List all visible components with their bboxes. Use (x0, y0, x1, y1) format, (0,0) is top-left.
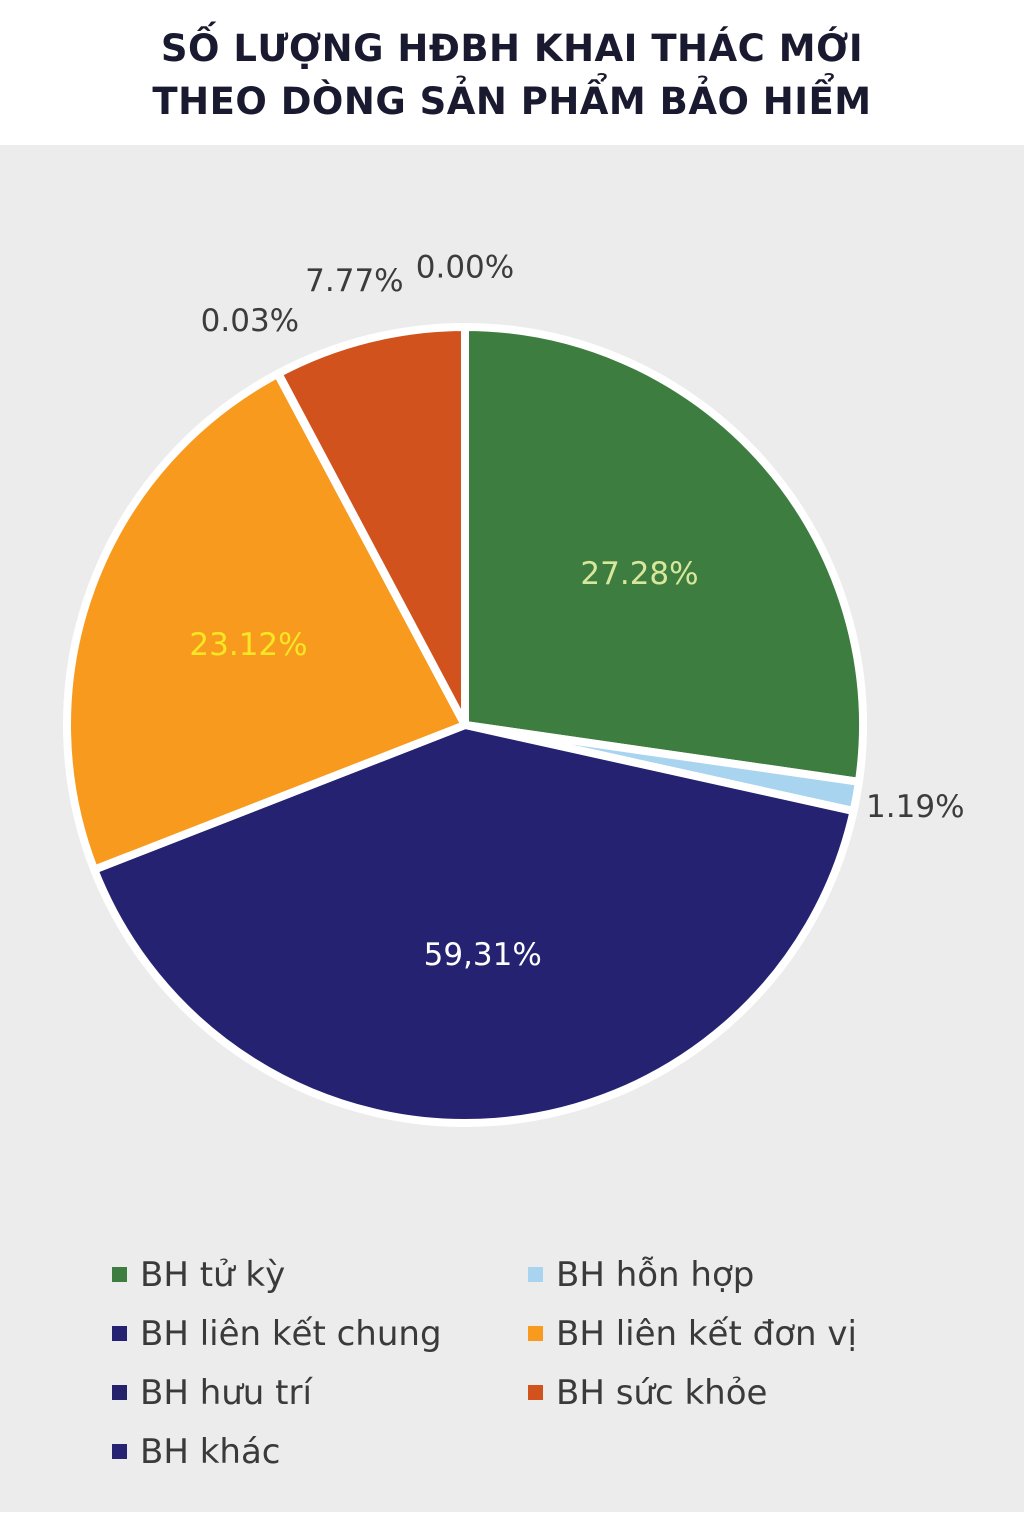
legend-label: BH liên kết chung (140, 1313, 442, 1354)
slice-percent-label: 1.19% (866, 789, 964, 825)
legend-swatch (528, 1326, 543, 1341)
legend-swatch (528, 1267, 543, 1282)
pie-slice (63, 369, 469, 874)
legend-item: BH liên kết đơn vị (528, 1304, 1024, 1363)
pie-chart: 27.28% 1.19% 59,31% 23.12% 0.03%7.77% 0.00% (63, 249, 965, 1127)
legend-item: BH tử kỳ (112, 1245, 528, 1304)
legend-item: BH khác (112, 1422, 528, 1481)
legend-label: BH sức khỏe (556, 1372, 768, 1413)
slice-percent-label: 0.03% (201, 303, 299, 339)
chart-header: SỐ LƯỢNG HĐBH KHAI THÁC MỚI THEO DÒNG SẢ… (0, 0, 1024, 145)
slice-percent-label: 0.00% (416, 249, 514, 285)
pie-slice (274, 323, 469, 729)
legend-label: BH hưu trí (140, 1372, 312, 1413)
legend-swatch (112, 1385, 127, 1400)
legend-label: BH khác (140, 1431, 281, 1472)
legend-swatch (112, 1267, 127, 1282)
chart-panel: 27.28% 1.19% 59,31% 23.12% 0.03% 7.77% 0.00% B… (0, 145, 1024, 1512)
legend-item: BH hỗn hợp (528, 1245, 1024, 1304)
pie-slice (461, 323, 867, 786)
chart-title-line2: THEO DÒNG SẢN PHẨM BẢO HIỂM (152, 80, 872, 123)
chart-title-line1: SỐ LƯỢNG HĐBH KHAI THÁC MỚI (160, 27, 864, 70)
legend-swatch (112, 1444, 127, 1459)
legend-label: BH liên kết đơn vị (556, 1313, 857, 1354)
legend-label: BH tử kỳ (140, 1254, 286, 1295)
slice-percent-label: 23.12% (189, 627, 307, 663)
pie-slice (90, 721, 858, 1127)
slice-percent-label: 27.28% (580, 556, 698, 592)
legend-item: BH hưu trí (112, 1363, 528, 1422)
chart-legend: BH tử kỳ BH hỗn hợp BH liên kết chung BH li… (112, 1245, 1024, 1481)
legend-item: BH liên kết chung (112, 1304, 528, 1363)
legend-item: BH sức khỏe (528, 1363, 1024, 1422)
legend-label: BH hỗn hợp (556, 1254, 755, 1295)
slice-percent-label: 7.77% (305, 263, 403, 299)
slice-percent-label: 59,31% (424, 937, 542, 973)
legend-swatch (528, 1385, 543, 1400)
legend-swatch (112, 1326, 127, 1341)
